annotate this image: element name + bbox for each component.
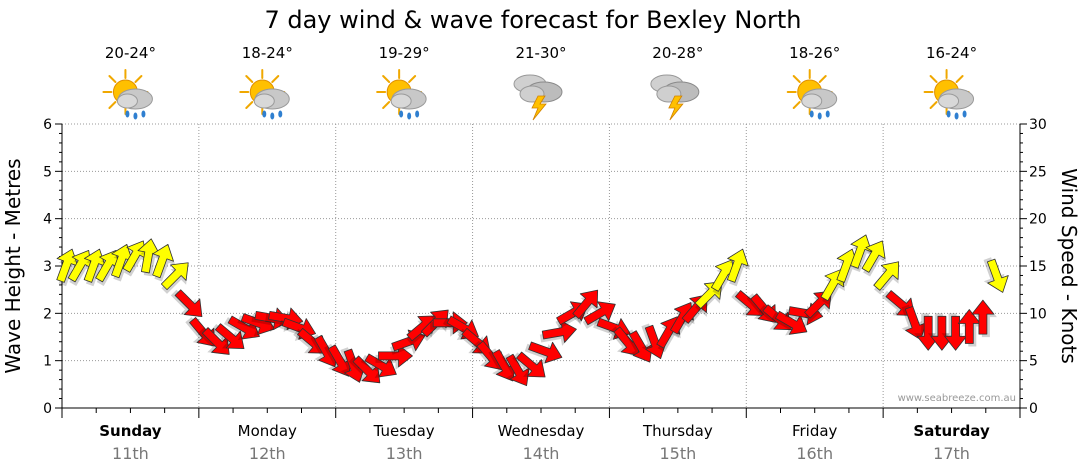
wind-arrow-shape bbox=[971, 299, 995, 335]
wind-arrow bbox=[170, 289, 203, 318]
wind-arrow bbox=[983, 257, 1009, 293]
wind-arrow bbox=[861, 240, 887, 277]
wind-arrow bbox=[539, 320, 577, 346]
day-name-label: Monday bbox=[238, 422, 297, 440]
right-tick-label: 15 bbox=[1029, 259, 1047, 275]
axes: 0 1 2 3 4 5 6 0 5 10 15 20 25 30 bbox=[43, 117, 1047, 418]
wind-arrow bbox=[152, 243, 176, 282]
wind-arrow bbox=[111, 243, 135, 282]
temperature-range: 19-29° bbox=[379, 44, 430, 62]
sun-cloud-rain-icon bbox=[923, 69, 975, 121]
storm-cloud-icon bbox=[650, 74, 700, 121]
day-date-label: 13th bbox=[386, 444, 423, 463]
left-axis-title: Wave Height - Metres bbox=[1, 158, 25, 373]
left-tick-label: 0 bbox=[43, 401, 52, 417]
wind-arrow-shape bbox=[583, 301, 616, 326]
temperature-range: 20-24° bbox=[105, 44, 156, 62]
wind-arrow bbox=[389, 329, 426, 355]
temperature-range: 20-28° bbox=[652, 44, 703, 62]
grid-lines bbox=[62, 123, 1020, 408]
day-date-label: 16th bbox=[796, 444, 833, 463]
right-tick-label: 5 bbox=[1029, 354, 1038, 370]
day-axis-labels: Sunday 11th Monday 12th Tuesday 13th Wednesday… bbox=[99, 422, 990, 463]
day-name-label: Wednesday bbox=[498, 422, 585, 440]
wind-arrow bbox=[726, 248, 751, 287]
sun-cloud-rain-icon bbox=[376, 69, 428, 121]
day-name-label: Friday bbox=[792, 422, 838, 440]
day-date-label: 17th bbox=[933, 444, 970, 463]
left-tick-label: 5 bbox=[43, 164, 52, 180]
watermark: www.seabreeze.com.au bbox=[898, 393, 1016, 404]
right-tick-label: 25 bbox=[1029, 164, 1047, 180]
wind-arrow bbox=[160, 262, 189, 294]
day-name-label: Tuesday bbox=[373, 422, 435, 440]
left-tick-label: 2 bbox=[43, 306, 52, 322]
wind-arrow bbox=[873, 261, 900, 295]
right-tick-label: 10 bbox=[1029, 306, 1047, 322]
day-name-label: Thursday bbox=[642, 422, 713, 440]
day-date-label: 14th bbox=[523, 444, 560, 463]
daily-weather-header: 20-24° 18-24° 19-29° 21-30° 20-28° 18-26° 16-2… bbox=[102, 44, 977, 121]
wind-arrow-shape bbox=[873, 261, 900, 291]
day-date-label: 15th bbox=[659, 444, 696, 463]
temperature-range: 21-30° bbox=[515, 44, 566, 62]
left-tick-label: 6 bbox=[43, 117, 52, 133]
left-tick-label: 4 bbox=[43, 212, 52, 228]
right-tick-label: 30 bbox=[1029, 117, 1047, 133]
right-tick-label: 0 bbox=[1029, 401, 1038, 417]
wind-arrow-shape bbox=[214, 323, 245, 349]
wind-arrow-shape bbox=[174, 289, 203, 318]
wind-arrow-shape bbox=[861, 240, 886, 273]
wind-arrow-shape bbox=[572, 289, 599, 320]
wind-arrow bbox=[582, 301, 616, 329]
day-date-label: 11th bbox=[112, 444, 149, 463]
storm-cloud-icon bbox=[513, 74, 563, 121]
wind-arrow bbox=[137, 238, 163, 277]
wind-arrow bbox=[901, 304, 927, 341]
wind-arrow bbox=[512, 351, 546, 378]
wind-arrow bbox=[502, 353, 530, 387]
wind-arrow bbox=[524, 341, 563, 365]
temperature-range: 16-24° bbox=[926, 44, 977, 62]
right-tick-label: 20 bbox=[1029, 212, 1047, 228]
left-tick-label: 3 bbox=[43, 259, 52, 275]
wind-arrow-shape bbox=[986, 258, 1009, 293]
wind-arrow-shape bbox=[160, 262, 189, 291]
wind-arrow-shape bbox=[528, 341, 563, 364]
sun-cloud-rain-icon bbox=[786, 69, 838, 121]
wind-arrow bbox=[211, 323, 245, 349]
sun-cloud-rain-icon bbox=[102, 69, 154, 121]
wind-arrow bbox=[340, 347, 366, 383]
wind-arrow bbox=[572, 289, 599, 323]
wind-arrow-shape bbox=[516, 351, 546, 378]
day-date-label: 12th bbox=[249, 444, 286, 463]
sun-cloud-rain-icon bbox=[239, 69, 291, 121]
wind-arrow-shape bbox=[152, 243, 174, 279]
day-name-label: Saturday bbox=[913, 422, 990, 440]
temperature-range: 18-26° bbox=[789, 44, 840, 62]
wind-arrow-shape bbox=[850, 234, 872, 269]
left-tick-label: 1 bbox=[43, 354, 52, 370]
wind-arrow-shape bbox=[505, 353, 530, 387]
wind-arrow bbox=[971, 299, 997, 338]
temperature-range: 18-24° bbox=[242, 44, 293, 62]
right-axis-title: Wind Speed - Knots bbox=[1057, 168, 1080, 364]
wind-arrow-shape bbox=[726, 248, 749, 283]
wind-arrows bbox=[56, 234, 1009, 387]
chart-title: 7 day wind & wave forecast for Bexley No… bbox=[264, 6, 801, 34]
day-name-label: Sunday bbox=[99, 422, 162, 440]
